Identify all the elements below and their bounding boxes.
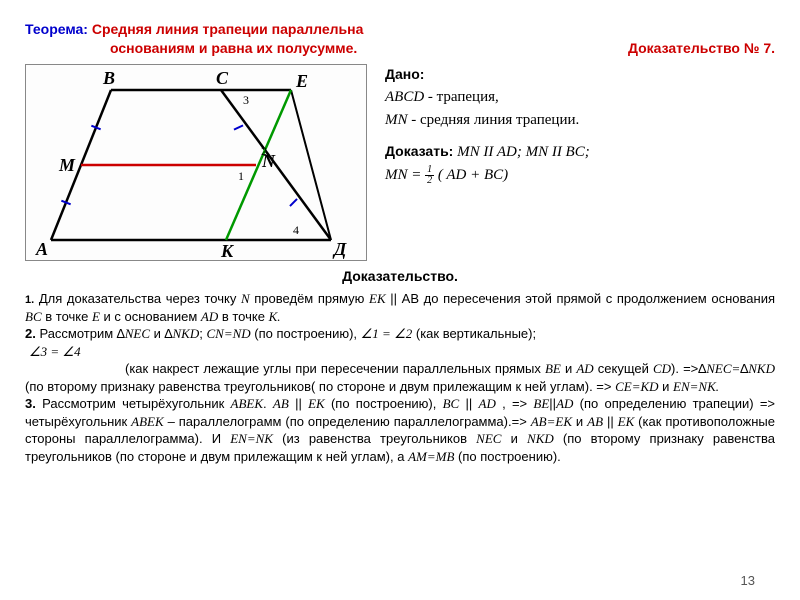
svg-text:3: 3 [243,93,249,107]
given-abcd: ABCD [385,89,424,105]
page-number: 13 [741,572,755,590]
theorem-line2: основаниям и равна их полусумме. [110,39,357,58]
svg-text:1: 1 [238,169,244,183]
svg-text:К: К [220,241,235,260]
proof-number: Доказательство № 7. [628,39,775,58]
svg-text:A: A [35,239,48,259]
eq-left: MN = [385,167,425,183]
eq-right: ( AD + BC) [438,167,508,183]
trapezoid-diagram: ABCEMNКД1234 [25,64,367,261]
svg-text:C: C [216,68,229,88]
prove-heading: Доказать: [385,143,453,159]
proof-heading: Доказательство. [25,267,775,286]
fraction-half: 12 [425,165,434,186]
given-heading: Дано: [385,66,424,82]
svg-text:4: 4 [293,223,299,237]
svg-text:B: B [102,68,115,88]
theorem-line1: Средняя линия трапеции параллельна [92,21,364,37]
svg-text:E: E [295,71,308,91]
given-mn: MN [385,112,408,128]
svg-text:Д: Д [332,239,347,259]
given-block: Дано: ABCD - трапеция, MN - средняя лини… [385,64,590,187]
svg-text:M: M [58,155,76,175]
theorem-word: Теорема: [25,21,88,37]
proof-body: 1. Для доказательства через точку N пров… [25,290,775,466]
svg-text:2: 2 [261,144,267,158]
